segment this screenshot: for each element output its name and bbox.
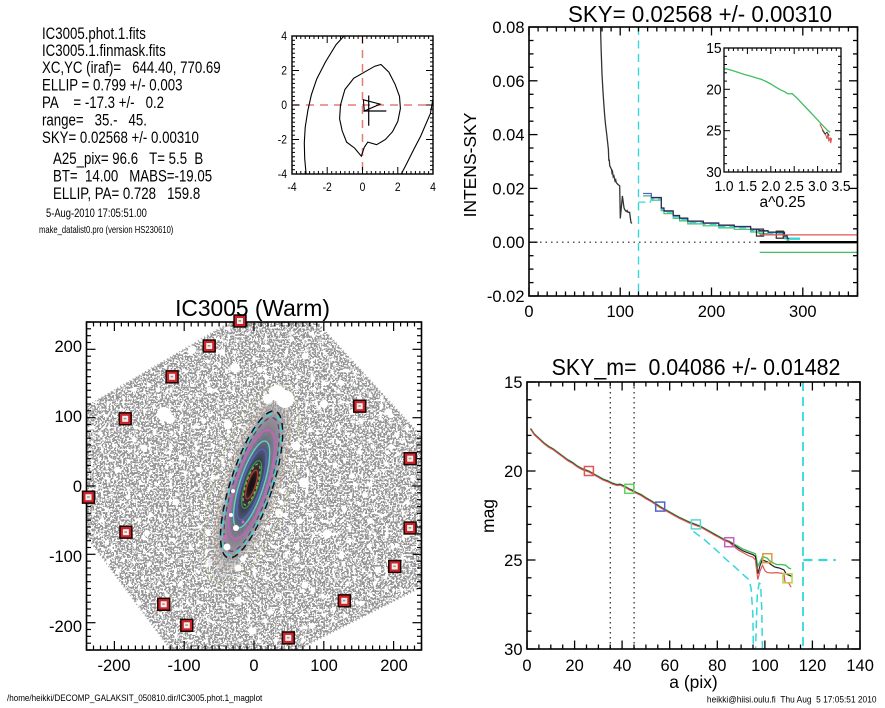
svg-text:-100: -100: [168, 656, 201, 675]
svg-text:SKY= 0.02568 +/- 0.00310: SKY= 0.02568 +/- 0.00310: [568, 1, 832, 27]
svg-text:140: 140: [846, 656, 873, 675]
svg-text:30: 30: [706, 164, 721, 180]
svg-text:IC3005.phot.1.fits: IC3005.phot.1.fits: [42, 25, 146, 44]
svg-text:a^0.25: a^0.25: [759, 194, 805, 211]
svg-text:-4: -4: [287, 182, 296, 195]
svg-text:ELLIP = 0.799 +/- 0.003: ELLIP = 0.799 +/- 0.003: [42, 76, 182, 95]
svg-text:20: 20: [504, 462, 522, 481]
svg-text:15: 15: [504, 373, 522, 392]
svg-text:0.08: 0.08: [492, 18, 524, 37]
svg-text:-2: -2: [323, 182, 332, 195]
svg-text:25: 25: [504, 551, 522, 570]
svg-text:SKY_m= 0.04086 +/- 0.01482: SKY_m= 0.04086 +/- 0.01482: [552, 354, 841, 380]
svg-text:-0.02: -0.02: [487, 287, 525, 306]
svg-text:40: 40: [613, 656, 631, 675]
svg-text:-200: -200: [98, 656, 131, 675]
svg-text:0: 0: [524, 302, 533, 321]
svg-text:0: 0: [360, 182, 366, 195]
svg-text:5-Aug-2010 17:05:51.00: 5-Aug-2010 17:05:51.00: [46, 207, 147, 220]
svg-text:2: 2: [395, 182, 401, 195]
svg-text:-2: -2: [278, 134, 287, 147]
svg-text:1.0: 1.0: [714, 178, 733, 194]
svg-text:2.0: 2.0: [761, 178, 780, 194]
svg-text:IC3005.1.finmask.fits: IC3005.1.finmask.fits: [42, 42, 166, 61]
svg-text:range= 35.- 45.: range= 35.- 45.: [42, 111, 147, 130]
svg-text:XC,YC (iraf)= 644.40, 770.69: XC,YC (iraf)= 644.40, 770.69: [42, 59, 221, 78]
svg-text:INTENS-SKY: INTENS-SKY: [460, 112, 480, 217]
svg-text:0: 0: [281, 100, 287, 113]
svg-text:A25_pix= 96.6 T= 5.5 B: A25_pix= 96.6 T= 5.5 B: [53, 150, 203, 169]
svg-text:0: 0: [522, 656, 531, 675]
svg-text:2.5: 2.5: [785, 178, 804, 194]
svg-text:-200: -200: [49, 617, 82, 636]
svg-text:200: 200: [55, 337, 82, 356]
svg-text:60: 60: [661, 656, 679, 675]
svg-text:4: 4: [430, 182, 436, 195]
svg-text:0.04: 0.04: [492, 125, 524, 144]
svg-text:-4: -4: [278, 169, 287, 182]
svg-text:200: 200: [380, 656, 407, 675]
svg-text:100: 100: [310, 656, 337, 675]
svg-text:15: 15: [706, 40, 721, 56]
svg-text:0.02: 0.02: [492, 179, 524, 198]
svg-text:heikki@hiisi.oulu.fi Thu Aug: heikki@hiisi.oulu.fi Thu Aug 5 17:05:51 …: [707, 694, 877, 705]
svg-text:100: 100: [751, 656, 778, 675]
svg-text:300: 300: [789, 302, 816, 321]
svg-text:0: 0: [249, 656, 258, 675]
svg-text:PA = -17.3 +/- 0.2: PA = -17.3 +/- 0.2: [42, 94, 164, 113]
svg-text:-100: -100: [49, 547, 82, 566]
svg-text:0.06: 0.06: [492, 72, 524, 91]
svg-text:120: 120: [799, 656, 826, 675]
svg-text:25: 25: [706, 122, 721, 138]
svg-text:0: 0: [73, 477, 82, 496]
svg-text:BT= 14.00 MABS=-19.05: BT= 14.00 MABS=-19.05: [53, 167, 212, 186]
svg-text:/home/heikki/DECOMP_GALAKSIT_0: /home/heikki/DECOMP_GALAKSIT_050810.dir/…: [7, 692, 263, 703]
svg-text:100: 100: [55, 407, 82, 426]
svg-text:3.5: 3.5: [831, 178, 850, 194]
svg-text:ELLIP, PA= 0.728 159.8: ELLIP, PA= 0.728 159.8: [53, 185, 200, 204]
svg-text:30: 30: [504, 640, 522, 659]
svg-text:mag: mag: [478, 499, 498, 533]
svg-text:SKY= 0.02568 +/- 0.00310: SKY= 0.02568 +/- 0.00310: [42, 129, 199, 148]
svg-text:2: 2: [281, 65, 287, 78]
svg-text:a (pix): a (pix): [669, 672, 717, 692]
svg-text:IC3005 (Warm): IC3005 (Warm): [175, 295, 330, 321]
svg-text:200: 200: [698, 302, 725, 321]
svg-text:20: 20: [565, 656, 583, 675]
svg-text:make_datalist0.pro (version HS: make_datalist0.pro (version HS230610): [39, 224, 173, 235]
svg-text:3.0: 3.0: [808, 178, 827, 194]
svg-text:100: 100: [606, 302, 633, 321]
svg-text:1.5: 1.5: [738, 178, 757, 194]
svg-text:4: 4: [281, 31, 287, 44]
svg-text:0.00: 0.00: [492, 233, 524, 252]
svg-text:80: 80: [708, 656, 726, 675]
svg-text:20: 20: [706, 81, 721, 97]
